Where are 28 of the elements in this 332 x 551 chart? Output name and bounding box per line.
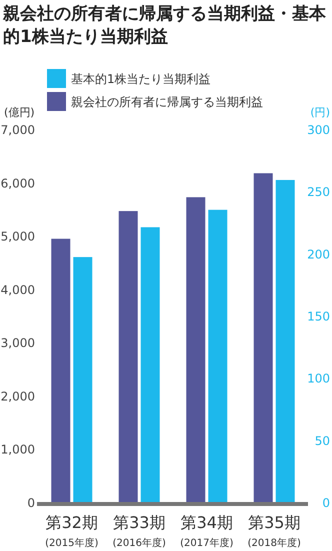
y2-tick-label: 150 xyxy=(307,310,330,324)
y-tick-label: 7,000 xyxy=(0,123,35,137)
x-tick-label: 第35期 (2018年度) xyxy=(248,513,301,549)
y-axis-title: (億円) xyxy=(4,106,35,119)
y2-tick-label: 50 xyxy=(314,434,330,448)
y-tick-label: 5,000 xyxy=(0,230,35,244)
y2-tick-label: 0 xyxy=(322,496,330,510)
y2-axis-title: (円) xyxy=(310,106,330,119)
y2-tick-label: 100 xyxy=(307,372,330,386)
y2-tick-label: 300 xyxy=(307,123,330,137)
bar xyxy=(51,238,70,502)
bar xyxy=(186,197,206,502)
bar xyxy=(118,211,138,502)
x-tick-label: 第33期 (2016年度) xyxy=(112,513,166,549)
y-tick-label: 6,000 xyxy=(0,176,35,190)
y2-tick-label: 200 xyxy=(307,247,330,262)
chart-title: 親会社の所有者に帰属する当期利益・基本的1株当たり当期利益 xyxy=(2,4,327,47)
x-tick-label: 第32期 (2015年度) xyxy=(45,513,98,549)
y2-tick-label: 250 xyxy=(307,185,330,200)
y-tick-label: 4,000 xyxy=(0,282,35,297)
y-tick-label: 3,000 xyxy=(0,336,35,350)
x-tick-label: 第34期 (2017年度) xyxy=(180,513,234,549)
bar xyxy=(254,173,273,502)
y-tick-label: 0 xyxy=(27,496,35,510)
legend-label: 親会社の所有者に帰属する当期利益 xyxy=(71,95,263,109)
legend-label: 基本的1株当たり当期利益 xyxy=(71,72,211,86)
y-tick-label: 1,000 xyxy=(0,442,35,457)
y-tick-label: 2,000 xyxy=(0,389,35,404)
